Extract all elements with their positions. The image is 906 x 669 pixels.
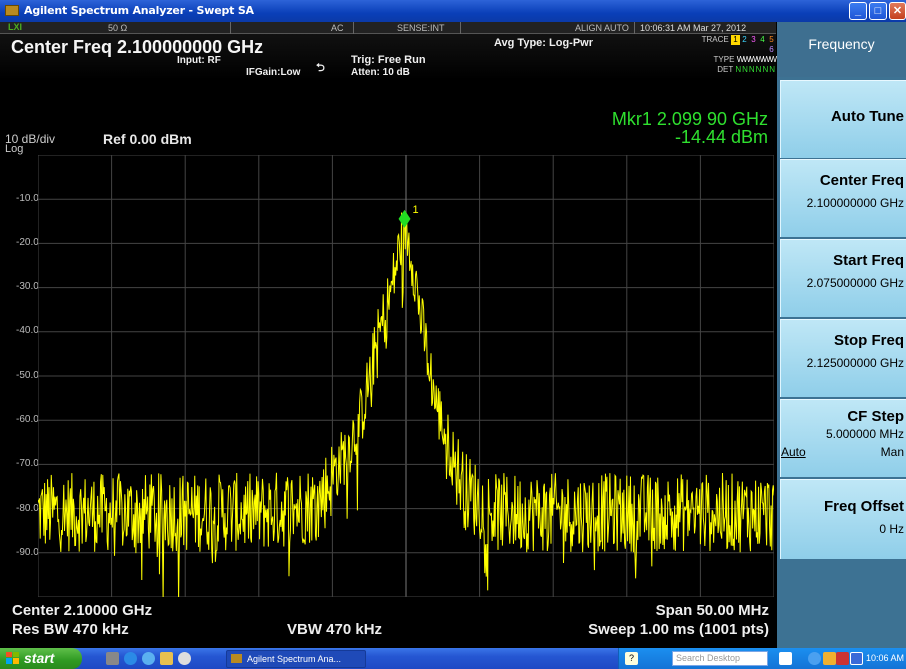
marker-level: -14.44 dBm (674, 127, 768, 147)
spectrum-svg: 1 (38, 155, 774, 597)
shield-icon[interactable] (823, 652, 836, 665)
scale-mode: Log (5, 143, 24, 155)
center-freq-softkey[interactable]: Center Freq 2.100000000 GHz (780, 159, 906, 237)
taskbar: start Agilent Spectrum Ana... ? Search D… (0, 648, 906, 669)
trace-3: 3 (751, 35, 756, 44)
marker-number-label: 1 (413, 204, 419, 216)
avg-type-label: Avg Type: Log-Pwr (494, 37, 593, 49)
maximize-button[interactable]: □ (869, 2, 887, 20)
datetime: 10:06:31 AM Mar 27, 2012 (640, 23, 747, 33)
window-title: Agilent Spectrum Analyzer - Swept SA (24, 4, 254, 17)
det-value: NNNNNN (735, 65, 776, 74)
trig-icon: ⮌ (316, 62, 325, 74)
title-bar: Agilent Spectrum Analyzer - Swept SA _ □… (0, 0, 906, 22)
start-freq-value: 2.075000000 GHz (806, 276, 904, 290)
freq-offset-value: 0 Hz (879, 522, 904, 536)
ifgain-label: IFGain:Low (246, 67, 301, 78)
trig-label: Trig: Free Run (351, 54, 426, 66)
y-label: -40.0 (16, 325, 39, 336)
y-label: -80.0 (16, 503, 39, 514)
freq-offset-label: Freq Offset (823, 498, 904, 515)
start-freq-label: Start Freq (833, 252, 904, 269)
span-footer: Span 50.00 MHz (655, 602, 769, 619)
trace-table: TRACE 1 2 3 4 56 TYPE WWWWWW DET NNNNNN (695, 35, 777, 75)
taskbar-app-label: Agilent Spectrum Ana... (247, 654, 342, 664)
start-freq-softkey[interactable]: Start Freq 2.075000000 GHz (780, 239, 906, 317)
y-label: -50.0 (16, 370, 39, 381)
y-label: -30.0 (16, 281, 39, 292)
stop-freq-label: Stop Freq (834, 332, 904, 349)
cf-step-softkey[interactable]: CF Step 5.000000 MHz Auto Man (780, 399, 906, 477)
start-label: start (24, 650, 55, 666)
browser-icon[interactable] (142, 652, 155, 665)
center-freq-softkey-value: 2.100000000 GHz (806, 196, 904, 210)
type-label: TYPE (713, 55, 735, 64)
internet-explorer-icon[interactable] (124, 652, 137, 665)
input-label: Input: RF (177, 55, 221, 66)
network-icon[interactable] (836, 652, 849, 665)
taskbar-clock: 10:06 AM (866, 653, 905, 663)
marker-diamond (398, 209, 411, 228)
show-desktop-icon[interactable] (106, 652, 119, 665)
monitor-icon[interactable] (850, 652, 863, 665)
status-row: LXI 50 Ω AC SENSE:INT ALIGN AUTO 10:06:3… (0, 22, 776, 34)
back-arrow-icon[interactable] (808, 652, 821, 665)
sense: SENSE:INT (397, 23, 445, 33)
trace-2: 2 (742, 35, 747, 44)
menu-title: Frequency (777, 22, 906, 77)
folder-icon[interactable] (160, 652, 173, 665)
trace-5: 5 (769, 35, 774, 44)
cf-step-value: 5.000000 MHz (825, 427, 904, 441)
res-bw-footer: Res BW 470 kHz (12, 621, 129, 638)
y-label: -20.0 (16, 237, 39, 248)
cf-step-auto[interactable]: Auto (781, 445, 806, 459)
stop-freq-softkey[interactable]: Stop Freq 2.125000000 GHz (780, 319, 906, 397)
reference-level: Ref 0.00 dBm (103, 131, 192, 147)
taskbar-app-button[interactable]: Agilent Spectrum Ana... (226, 650, 366, 668)
cf-step-man[interactable]: Man (880, 445, 904, 459)
auto-tune-label: Auto Tune (830, 108, 904, 125)
spectrum-plot[interactable]: 1 (38, 155, 774, 597)
analyzer-app-icon (231, 654, 242, 663)
close-button[interactable]: ✕ (889, 2, 906, 20)
softkey-panel: Frequency Auto Tune Center Freq 2.100000… (777, 22, 906, 648)
help-icon[interactable]: ? (625, 652, 638, 665)
stop-freq-value: 2.125000000 GHz (806, 356, 904, 370)
y-label: -60.0 (16, 414, 39, 425)
app-icon (5, 5, 19, 16)
lxi-icon: LXI (8, 22, 23, 32)
vbw-footer: VBW 470 kHz (287, 621, 383, 638)
atten-label: Atten: 10 dB (351, 67, 410, 78)
status-header: LXI 50 Ω AC SENSE:INT ALIGN AUTO 10:06:3… (0, 22, 777, 101)
cf-step-label: CF Step (847, 408, 904, 425)
det-label: DET (717, 65, 734, 74)
freq-offset-softkey[interactable]: Freq Offset 0 Hz (780, 479, 906, 559)
center-freq-softkey-label: Center Freq (819, 172, 904, 189)
type-value: WWWWWW (736, 55, 777, 64)
search-icon[interactable] (779, 652, 792, 665)
search-desktop-input[interactable]: Search Desktop (672, 651, 768, 666)
auto-tune-softkey[interactable]: Auto Tune (780, 80, 906, 158)
marker-freq: Mkr1 2.099 90 GHz (611, 109, 768, 129)
scale-per-div: 10 dB/div (5, 132, 56, 146)
trace-label: TRACE (701, 35, 729, 44)
center-freq-label: Center Freq 2.100000000 GHz (11, 37, 264, 57)
start-button[interactable]: start (0, 648, 82, 669)
trace-6: 6 (769, 45, 774, 54)
windows-flag-icon (6, 652, 19, 664)
coupling: AC (331, 23, 344, 33)
sweep-footer: Sweep 1.00 ms (1001 pts) (588, 621, 769, 638)
trace-1: 1 (731, 35, 740, 45)
trace-4: 4 (760, 35, 765, 44)
media-icon[interactable] (178, 652, 191, 665)
minimize-button[interactable]: _ (849, 2, 867, 20)
center-freq-footer: Center 2.10000 GHz (12, 602, 153, 619)
y-label: -70.0 (16, 458, 39, 469)
align: ALIGN AUTO (575, 23, 629, 33)
y-label: -10.0 (16, 193, 39, 204)
impedance: 50 Ω (108, 23, 128, 33)
y-label: -90.0 (16, 547, 39, 558)
